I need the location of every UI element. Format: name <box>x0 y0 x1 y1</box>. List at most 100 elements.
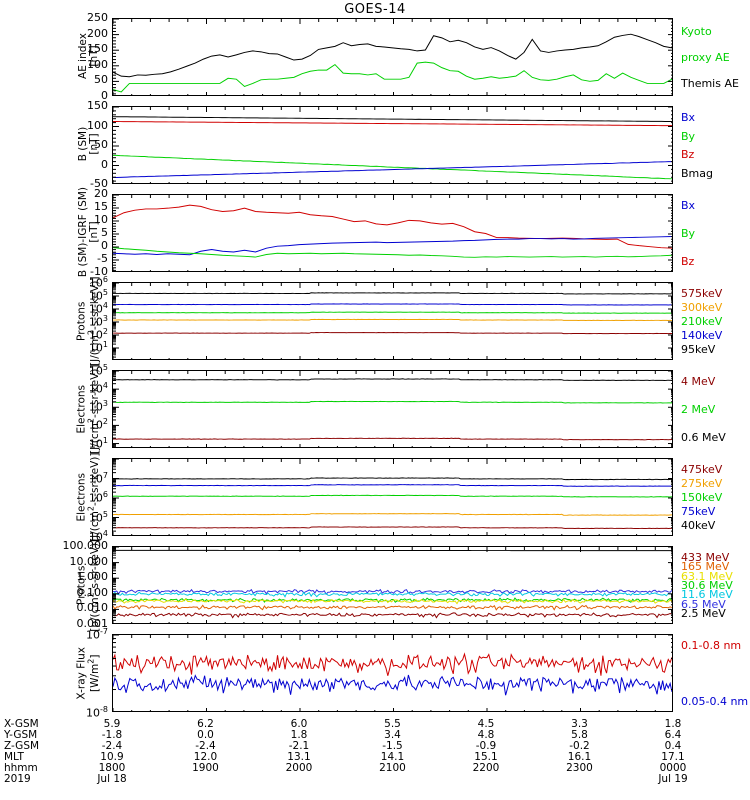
y-tick-label: 106 <box>88 275 108 290</box>
x-axis-tick-value: 4.8 <box>477 729 495 741</box>
y-tick-label: -50 <box>90 177 108 190</box>
legend-item-300kev: 300keV <box>681 301 723 314</box>
y-tick-label: 104 <box>88 529 108 544</box>
y-tick-label: 105 <box>88 363 108 378</box>
y-tick-label: 107 <box>88 470 108 486</box>
page-title: GOES-14 <box>344 2 406 17</box>
legend-item-95kev: 95keV <box>681 343 716 356</box>
legend-item-by: By <box>681 227 696 240</box>
legend-item-40kev: 40keV <box>681 519 716 532</box>
y-tick-label: 106 <box>88 490 108 505</box>
x-axis-tick-value: 2000 <box>285 762 313 774</box>
legend-item-2-mev: 2 MeV <box>681 403 716 416</box>
legend-item-433-mev: 433 MeV <box>681 551 730 564</box>
x-axis-tick-value: 5.5 <box>384 718 401 730</box>
series-line <box>113 247 672 258</box>
x-axis-tick-value: 4.5 <box>477 718 495 730</box>
y-tick-label: 5 <box>101 226 108 239</box>
legend-item-bz: Bz <box>681 255 695 268</box>
series-line <box>113 591 672 598</box>
series-line <box>113 378 672 381</box>
series-line <box>113 652 672 676</box>
series-line <box>113 292 672 295</box>
legend-item-kyoto: Kyoto <box>681 25 712 38</box>
x-axis-tick-value: 2100 <box>379 762 406 774</box>
legend-item-75kev: 75keV <box>681 505 716 518</box>
x-axis-tick-value: 15.1 <box>474 751 498 763</box>
y-tickmarks <box>113 459 672 535</box>
x-axis-tick-value: 1900 <box>192 762 219 774</box>
legend-item-275kev: 275keV <box>681 477 723 490</box>
x-axis-tick-value: 0.4 <box>664 740 682 752</box>
y-tickmarks <box>113 371 672 447</box>
legend-item-210kev: 210keV <box>681 315 723 328</box>
series-line <box>113 400 672 404</box>
y-tick-label: 0 <box>101 239 108 252</box>
x-axis-tick-value: 1.8 <box>290 729 308 741</box>
series-line <box>113 33 672 78</box>
y-tickmarks <box>113 195 672 271</box>
x-axis-row-name: Z-GSM <box>4 740 40 752</box>
y-tick-label: 101 <box>88 340 108 355</box>
x-axis-tick-value: -0.9 <box>475 740 497 752</box>
legend-item-bmag: Bmag <box>681 167 713 180</box>
legend-item-6.5-mev: 6.5 MeV <box>681 597 726 611</box>
y-tick-label: -5 <box>97 252 108 265</box>
legend-item-themis-ae: Themis AE <box>681 77 739 90</box>
series-line <box>113 477 672 481</box>
x-axis-tick-value: 6.2 <box>197 718 214 730</box>
legend-item-140kev: 140keV <box>681 329 723 342</box>
y-tickmarks <box>113 547 672 623</box>
y-tick-label: 105 <box>88 509 108 525</box>
y-tick-label: 10.000 <box>69 554 109 568</box>
legend-item-4-mev: 4 MeV <box>681 375 716 388</box>
series-line <box>113 674 672 696</box>
y-tick-label: 104 <box>88 381 108 396</box>
y-tick-label: 103 <box>88 399 108 414</box>
y-tick-label: 20 <box>94 187 108 200</box>
y-tick-label: 102 <box>88 327 108 342</box>
panel-ae-index <box>112 18 673 96</box>
x-axis-tick-value: -2.4 <box>195 740 216 752</box>
x-axis-row-name: hhmm <box>4 762 38 774</box>
y-tick-label: 150 <box>87 99 108 112</box>
legend-item-bx: Bx <box>681 111 696 124</box>
series-line <box>113 484 672 487</box>
panel-electrons-keV <box>112 458 673 536</box>
x-axis-tick-value: 1.8 <box>664 718 682 730</box>
x-axis-tick-value: -2.4 <box>101 740 123 752</box>
series-line <box>113 318 672 322</box>
y-tick-label: 101 <box>88 435 108 451</box>
y-axis-label: X-ray Flux [W/m2] <box>75 646 102 700</box>
y-tick-label: 50 <box>94 73 108 87</box>
y-tick-label: 105 <box>88 288 108 303</box>
x-axis-tick-value: -2.1 <box>288 740 310 752</box>
y-tick-label: 0.001 <box>76 617 109 630</box>
x-axis-tick-value: 1800 <box>98 762 126 774</box>
y-tickmarks <box>113 107 672 183</box>
series-line <box>113 61 672 93</box>
y-tick-label: 0 <box>101 157 108 171</box>
y-tick-label: 0.100 <box>76 585 109 599</box>
x-axis-tick-value: 2300 <box>566 762 593 774</box>
legend-item-proxy-ae: proxy AE <box>681 51 730 64</box>
legend-item-bz: Bz <box>681 148 695 162</box>
series-line <box>113 598 672 605</box>
panel-protons-keV <box>112 282 673 360</box>
y-tick-label: 250 <box>87 11 108 24</box>
x-axis-tick-value: 16.1 <box>567 751 592 763</box>
legend-item-2.5-mev: 2.5 MeV <box>681 607 726 620</box>
x-axis-tick-value: 3.3 <box>571 718 588 730</box>
panel-b-sm <box>112 106 673 184</box>
y-tick-label: 10-8 <box>86 705 108 720</box>
series-line <box>113 311 672 314</box>
series-line <box>113 116 672 123</box>
series-line <box>113 332 672 335</box>
series-line <box>113 513 672 516</box>
y-tick-label: 15 <box>94 200 108 213</box>
series-line <box>113 437 672 441</box>
legend-item-475kev: 475keV <box>681 463 723 476</box>
legend-item-by: By <box>681 129 696 143</box>
series-line <box>113 612 672 619</box>
